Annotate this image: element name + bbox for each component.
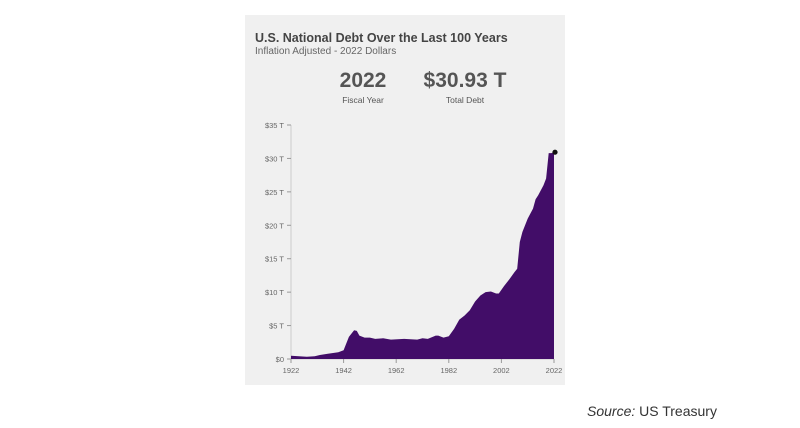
source-value: US Treasury — [639, 403, 717, 419]
total-debt-value: $30.93 T — [423, 69, 507, 92]
chart-card: U.S. National Debt Over the Last 100 Yea… — [245, 15, 565, 385]
x-tick-label: 2002 — [493, 366, 510, 375]
highlight-point — [552, 149, 558, 155]
y-tick-label: $0 — [276, 355, 284, 364]
y-tick-label: $5 T — [269, 322, 284, 331]
x-tick-label: 1962 — [388, 366, 405, 375]
source-note: Source: US Treasury — [587, 403, 717, 419]
fiscal-year-value: 2022 — [339, 69, 387, 92]
area-chart: $0 $5 T $10 T $15 T $20 T $25 T $30 T $35 T 1922… — [265, 121, 563, 375]
y-tick-label: $15 T — [265, 255, 284, 264]
y-tick-label: $35 T — [265, 121, 284, 130]
y-tick-label: $25 T — [265, 188, 284, 197]
fiscal-year-stat: 2022 Fiscal Year — [328, 69, 398, 105]
x-tick-label: 2022 — [546, 366, 563, 375]
fiscal-year-label: Fiscal Year — [342, 95, 384, 105]
debt-area — [291, 152, 554, 359]
source-label: Source: — [587, 403, 636, 419]
chart-subtitle: Inflation Adjusted - 2022 Dollars — [255, 46, 397, 57]
y-tick-label: $20 T — [265, 221, 284, 230]
y-tick-label: $10 T — [265, 288, 284, 297]
chart-title: U.S. National Debt Over the Last 100 Yea… — [255, 31, 508, 45]
x-tick-label: 1942 — [335, 366, 352, 375]
total-debt-stat: $30.93 T Total Debt — [410, 69, 520, 105]
x-tick-label: 1982 — [440, 366, 457, 375]
y-tick-label: $30 T — [265, 154, 284, 163]
x-tick-label: 1922 — [283, 366, 300, 375]
total-debt-label: Total Debt — [445, 95, 485, 105]
